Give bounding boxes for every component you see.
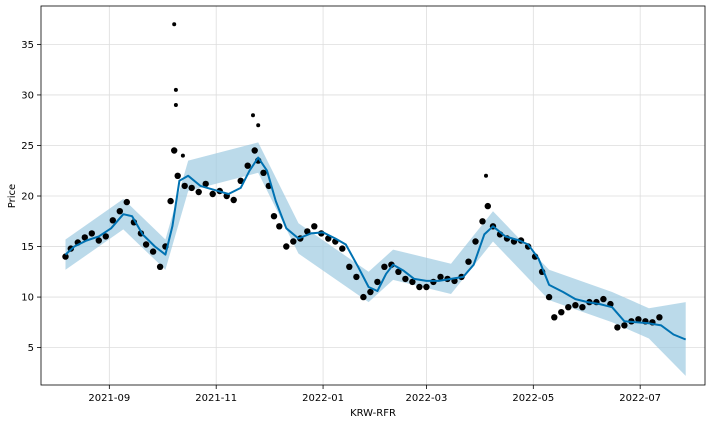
x-axis: 2021-09 2021-11 2022-01 2022-03 2022-05 2022-… bbox=[88, 385, 661, 404]
data-point bbox=[381, 263, 388, 270]
data-point bbox=[551, 314, 558, 321]
y-axis-label: Price bbox=[7, 184, 18, 208]
data-point bbox=[156, 263, 164, 270]
x-tick-label: 2021-09 bbox=[88, 393, 130, 404]
data-point bbox=[195, 188, 202, 196]
y-tick-label: 35 bbox=[21, 40, 34, 51]
y-tick-label: 10 bbox=[21, 293, 34, 304]
data-point bbox=[346, 263, 353, 270]
y-tick-label: 20 bbox=[21, 192, 34, 203]
data-point bbox=[484, 202, 491, 210]
data-point bbox=[81, 234, 89, 241]
data-point bbox=[174, 172, 181, 179]
data-point bbox=[123, 198, 130, 206]
data-point bbox=[565, 304, 572, 311]
x-tick-label: 2022-01 bbox=[302, 393, 344, 404]
y-axis: 5 10 15 20 25 30 35 bbox=[21, 40, 41, 354]
data-point bbox=[465, 258, 472, 265]
data-point bbox=[558, 309, 565, 316]
data-point bbox=[545, 293, 553, 301]
forecast-trend-line bbox=[64, 156, 687, 341]
data-point bbox=[244, 162, 251, 169]
data-point bbox=[181, 182, 188, 190]
data-point bbox=[339, 245, 346, 252]
forecast-line bbox=[64, 156, 687, 341]
data-point bbox=[472, 238, 479, 245]
data-point bbox=[479, 218, 486, 225]
observed-points bbox=[62, 147, 663, 331]
data-point bbox=[188, 184, 195, 192]
data-point bbox=[656, 314, 663, 321]
outlier-point bbox=[256, 123, 261, 128]
data-point bbox=[353, 273, 360, 281]
data-point bbox=[579, 304, 586, 311]
y-tick-label: 5 bbox=[28, 343, 34, 354]
y-tick-label: 15 bbox=[21, 242, 34, 253]
data-point bbox=[635, 316, 642, 323]
outlier-point bbox=[484, 173, 488, 178]
data-point bbox=[202, 180, 209, 188]
data-point bbox=[423, 283, 430, 291]
y-tick-label: 25 bbox=[21, 141, 34, 152]
plot-frame bbox=[40, 5, 706, 386]
data-point bbox=[360, 293, 367, 301]
outlier-point bbox=[173, 103, 178, 107]
data-point bbox=[251, 147, 258, 154]
data-point bbox=[270, 213, 278, 220]
data-point bbox=[209, 190, 216, 198]
data-point bbox=[116, 208, 124, 215]
data-point bbox=[142, 241, 150, 248]
data-point bbox=[283, 243, 290, 250]
x-tick-label: 2022-05 bbox=[512, 393, 554, 404]
data-point bbox=[88, 230, 96, 237]
data-point bbox=[374, 278, 381, 286]
data-point bbox=[572, 302, 579, 309]
outlier-points bbox=[172, 22, 488, 178]
data-point bbox=[149, 248, 157, 255]
outlier-point bbox=[172, 22, 177, 27]
data-point bbox=[600, 295, 607, 303]
outlier-point bbox=[180, 153, 185, 158]
y-tick-label: 30 bbox=[21, 90, 34, 101]
data-point bbox=[230, 196, 237, 204]
data-point bbox=[395, 268, 402, 275]
data-point bbox=[437, 273, 444, 281]
data-point bbox=[290, 238, 297, 245]
x-tick-label: 2022-07 bbox=[619, 393, 661, 404]
data-point bbox=[102, 233, 110, 240]
outlier-point bbox=[173, 87, 178, 92]
data-point bbox=[304, 228, 311, 235]
data-point bbox=[109, 217, 117, 224]
data-point bbox=[95, 237, 103, 244]
data-point bbox=[311, 223, 318, 230]
data-point bbox=[260, 169, 267, 176]
data-point bbox=[62, 253, 69, 260]
x-axis-label: KRW-RFR bbox=[350, 408, 396, 419]
data-point bbox=[237, 177, 244, 184]
data-point bbox=[621, 322, 628, 329]
data-point bbox=[614, 324, 621, 331]
data-point bbox=[171, 147, 178, 154]
data-point bbox=[402, 275, 409, 283]
x-tick-label: 2022-03 bbox=[406, 393, 448, 404]
data-point bbox=[416, 283, 423, 291]
data-point bbox=[367, 288, 374, 296]
data-point bbox=[167, 197, 174, 205]
outlier-point bbox=[251, 113, 255, 118]
data-point bbox=[276, 223, 283, 230]
data-point bbox=[409, 278, 416, 286]
x-tick-label: 2021-11 bbox=[195, 393, 237, 404]
